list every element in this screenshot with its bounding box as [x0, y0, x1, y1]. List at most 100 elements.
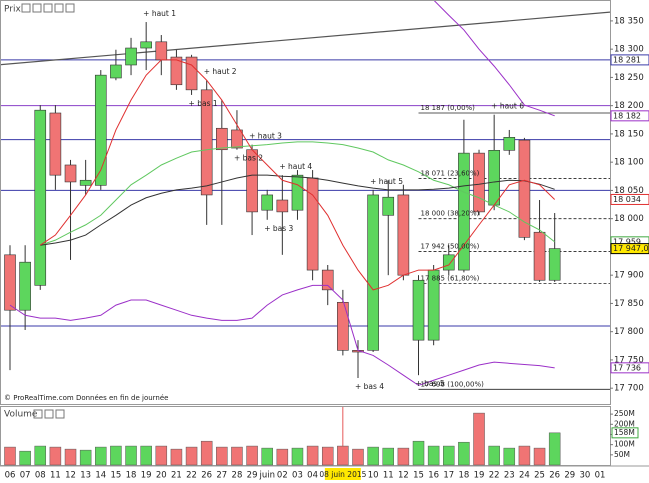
fibonacci-label: 18 071 (23,60%)	[421, 170, 480, 178]
volume-bar	[337, 445, 349, 466]
x-tick-label: 14	[95, 471, 106, 481]
volume-bar	[185, 446, 198, 466]
volume-bar	[125, 445, 137, 466]
x-tick-label: 11	[383, 471, 394, 481]
x-tick-label: 07	[20, 471, 31, 481]
cursor-date-box	[324, 468, 361, 480]
low-annotation: + bas 2	[234, 154, 263, 163]
volume-bar	[473, 412, 485, 466]
candle-body	[458, 152, 470, 271]
y-tick-label: 18 350	[614, 16, 644, 26]
price-badge	[610, 193, 649, 205]
indicator-line	[39, 59, 556, 291]
x-tick-label: 20	[156, 471, 167, 481]
candle-body	[216, 127, 228, 151]
volume-bar	[110, 445, 122, 466]
y-tick-label: 18 100	[614, 158, 644, 168]
price-badge	[610, 362, 649, 374]
price-badge	[610, 243, 649, 255]
volume-bar	[321, 446, 334, 466]
candle-body	[291, 174, 304, 211]
candle-body	[473, 152, 485, 213]
candle-body	[276, 199, 289, 213]
x-tick-label: 13	[80, 471, 91, 481]
volume-bar	[79, 449, 92, 466]
x-tick-label: 29	[564, 471, 575, 481]
price-badge-label: 17 947,02	[613, 244, 649, 253]
price-badge	[610, 54, 649, 66]
volume-icons[interactable]	[33, 409, 65, 419]
indicator-line	[433, 1, 555, 117]
icon[interactable]	[44, 409, 54, 419]
volume-badge-label: 158M	[614, 428, 635, 437]
icon[interactable]	[65, 3, 75, 13]
volume-bar	[49, 446, 62, 466]
candle-body	[4, 254, 16, 311]
volume-bar	[533, 447, 546, 466]
x-tick-label: 19	[141, 471, 152, 481]
candle-body	[231, 129, 243, 149]
low-annotation: + bas 4	[355, 382, 384, 391]
volume-bar	[503, 447, 516, 466]
x-tick-label: 04	[307, 471, 318, 481]
candle-body	[321, 269, 334, 291]
volume-bar	[397, 447, 410, 466]
y-tick-label: 18 200	[614, 101, 644, 111]
candle-body	[548, 248, 561, 281]
volume-bar	[155, 445, 168, 466]
icon[interactable]	[33, 409, 43, 419]
volume-bar	[367, 446, 379, 466]
y-tick-label: 18 050	[614, 186, 644, 196]
x-tick-label: 24	[519, 471, 530, 481]
candle-body	[185, 56, 198, 91]
candle-body	[49, 112, 62, 176]
icon[interactable]	[43, 3, 53, 13]
icon[interactable]	[32, 3, 42, 13]
volume-bar	[231, 446, 243, 466]
high-annotation: + haut 3	[249, 132, 282, 141]
volume-bar	[458, 441, 470, 466]
volume-bar	[4, 446, 16, 466]
volume-bar	[427, 445, 440, 466]
high-annotation: + haut 1	[143, 9, 176, 18]
y-tick-label: 17 850	[614, 299, 644, 309]
candle-body	[382, 196, 395, 216]
icon[interactable]	[55, 409, 65, 419]
x-tick-label: 30	[580, 471, 591, 481]
x-tick-label: 25	[534, 471, 545, 481]
icon[interactable]	[21, 3, 31, 13]
x-tick-label: 27	[216, 471, 227, 481]
volume-bar	[306, 445, 319, 466]
volume-bar	[548, 432, 561, 466]
fibonacci-label: 18 187 (0,00%)	[421, 104, 476, 112]
candle-body	[170, 56, 183, 86]
indicator-line	[40, 174, 555, 246]
volume-bar	[170, 448, 183, 466]
x-tick-label: 26	[549, 471, 560, 481]
volume-bar	[276, 448, 289, 466]
volume-bar	[140, 445, 152, 466]
x-tick-label: 01	[595, 471, 606, 481]
price-title: Prix	[4, 5, 21, 15]
x-tick-label: 11	[50, 471, 61, 481]
y-tick-label: 17 700	[614, 384, 644, 394]
price-badge-label: 17 736	[613, 363, 641, 372]
x-tick-label: 15	[110, 471, 121, 481]
x-tick-label: 06	[5, 471, 16, 481]
high-annotation: + haut 2	[204, 67, 237, 76]
candle-body	[518, 139, 531, 238]
candle-body	[34, 109, 47, 286]
x-tick-label: juin	[258, 471, 275, 481]
trendline	[1, 11, 610, 66]
toolbar-icons[interactable]	[21, 3, 75, 13]
candle-body	[94, 74, 107, 186]
x-tick-label: 18	[126, 471, 137, 481]
high-annotation: + haut 5	[370, 177, 403, 186]
volume-bar	[95, 446, 107, 466]
volume-bar	[19, 450, 31, 466]
fibonacci-label: 18 000 (38,20%)	[421, 210, 480, 218]
y-tick-label: 18 000	[614, 214, 644, 224]
volume-bar	[382, 447, 394, 466]
icon[interactable]	[54, 3, 64, 13]
